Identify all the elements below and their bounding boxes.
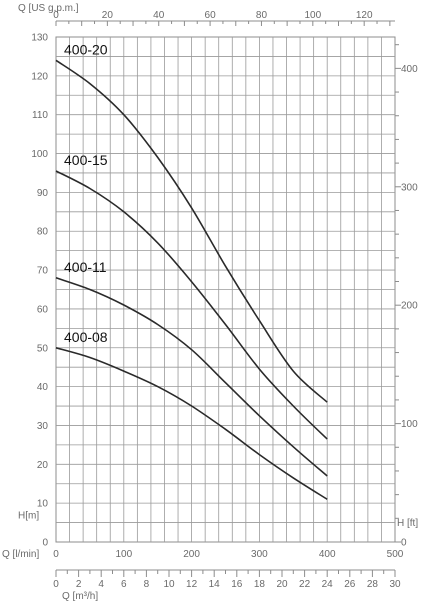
bottom-axis-lmin-tick-label: 300 [251,549,268,560]
bottom-axis-m3h-tick-label: 12 [186,579,198,590]
right-axis-tick-label: 400 [401,64,418,75]
bottom-axis-m3h-tick-label: 8 [144,579,150,590]
grid [56,37,395,542]
right-axis-title: H [ft] [397,518,418,529]
right-axis-tick-label: 200 [401,301,418,312]
bottom-axis-lmin-tick-label: 0 [53,549,59,560]
bottom-axis-m3h-title: Q [m³/h] [62,591,98,602]
series-label-400-08: 400-08 [64,329,108,345]
bottom-axis-m3h-tick-label: 14 [209,579,221,590]
bottom-axis-lmin-tick-label: 400 [319,549,336,560]
series-line-400-11 [55,277,328,477]
bottom-axis-m3h-tick-label: 0 [53,579,59,590]
bottom-axis-m3h-tick-label: 6 [121,579,127,590]
left-axis-tick-label: 120 [31,71,48,82]
bottom-axis-m3h-tick-label: 16 [231,579,243,590]
left-axis-tick-label: 30 [37,421,49,432]
bottom-axis-m3h-tick-label: 22 [299,579,311,590]
bottom-axis-lmin-title: Q [l/min] [2,549,39,560]
series-label-400-11: 400-11 [64,259,107,275]
bottom-axis-m3h-tick-label: 24 [322,579,334,590]
bottom-axis-m3h-tick-label: 10 [163,579,175,590]
curves [55,59,328,500]
bottom-axis-m3h-tick-label: 30 [389,579,401,590]
series-line-400-20 [55,59,328,403]
right-axis-tick-label: 300 [401,182,418,193]
top-axis-tick-label: 80 [256,10,268,21]
left-axis-tick-label: 20 [37,460,49,471]
top-axis-tick-label: 100 [304,10,321,21]
series-label-400-20: 400-20 [64,41,108,57]
left-axis-tick-label: 50 [37,343,49,354]
bottom-axis-m3h-tick-label: 20 [276,579,288,590]
left-axis-tick-label: 130 [31,33,48,44]
right-axis-tick-label: 100 [401,419,418,430]
left-axis-tick-label: 110 [32,110,48,121]
bottom-axis-lmin-tick-label: 100 [115,549,132,560]
left-axis-tick-label: 10 [37,499,49,510]
left-axis-title: H[m] [18,510,39,521]
right-axis-tick-label: 0 [401,538,407,549]
bottom-axis-lmin-tick-label: 500 [387,549,404,560]
bottom-axis-m3h-tick-label: 18 [254,579,266,590]
top-axis-title: Q [US g.p.m.] [18,3,79,14]
bottom-axis-m3h-tick-label: 28 [367,579,379,590]
left-axis-tick-label: 90 [37,188,49,199]
top-axis-tick-label: 60 [205,10,217,21]
left-axis-tick-label: 100 [31,149,48,160]
left-axis-tick-label: 60 [37,304,49,315]
left-axis-tick-label: 40 [37,382,49,393]
bottom-axis-lmin-tick-label: 200 [183,549,200,560]
bottom-axis-m3h-tick-label: 26 [344,579,356,590]
top-axis-tick-label: 120 [356,10,373,21]
top-axis-tick-label: 40 [153,10,165,21]
left-axis-tick-label: 70 [37,266,49,277]
left-axis-tick-label: 0 [42,538,48,549]
series-line-400-15 [55,170,328,440]
labels: 400-20 400-15 400-11 400-08 [64,41,108,344]
bottom-axis-m3h-tick-label: 2 [76,579,82,590]
top-axis-tick-label: 0 [53,10,59,21]
series-line-400-08 [55,347,328,500]
left-axis-tick-label: 80 [37,227,49,238]
series-label-400-15: 400-15 [64,152,108,168]
bottom-axis-m3h-tick-label: 4 [98,579,104,590]
top-axis-tick-label: 20 [102,10,114,21]
